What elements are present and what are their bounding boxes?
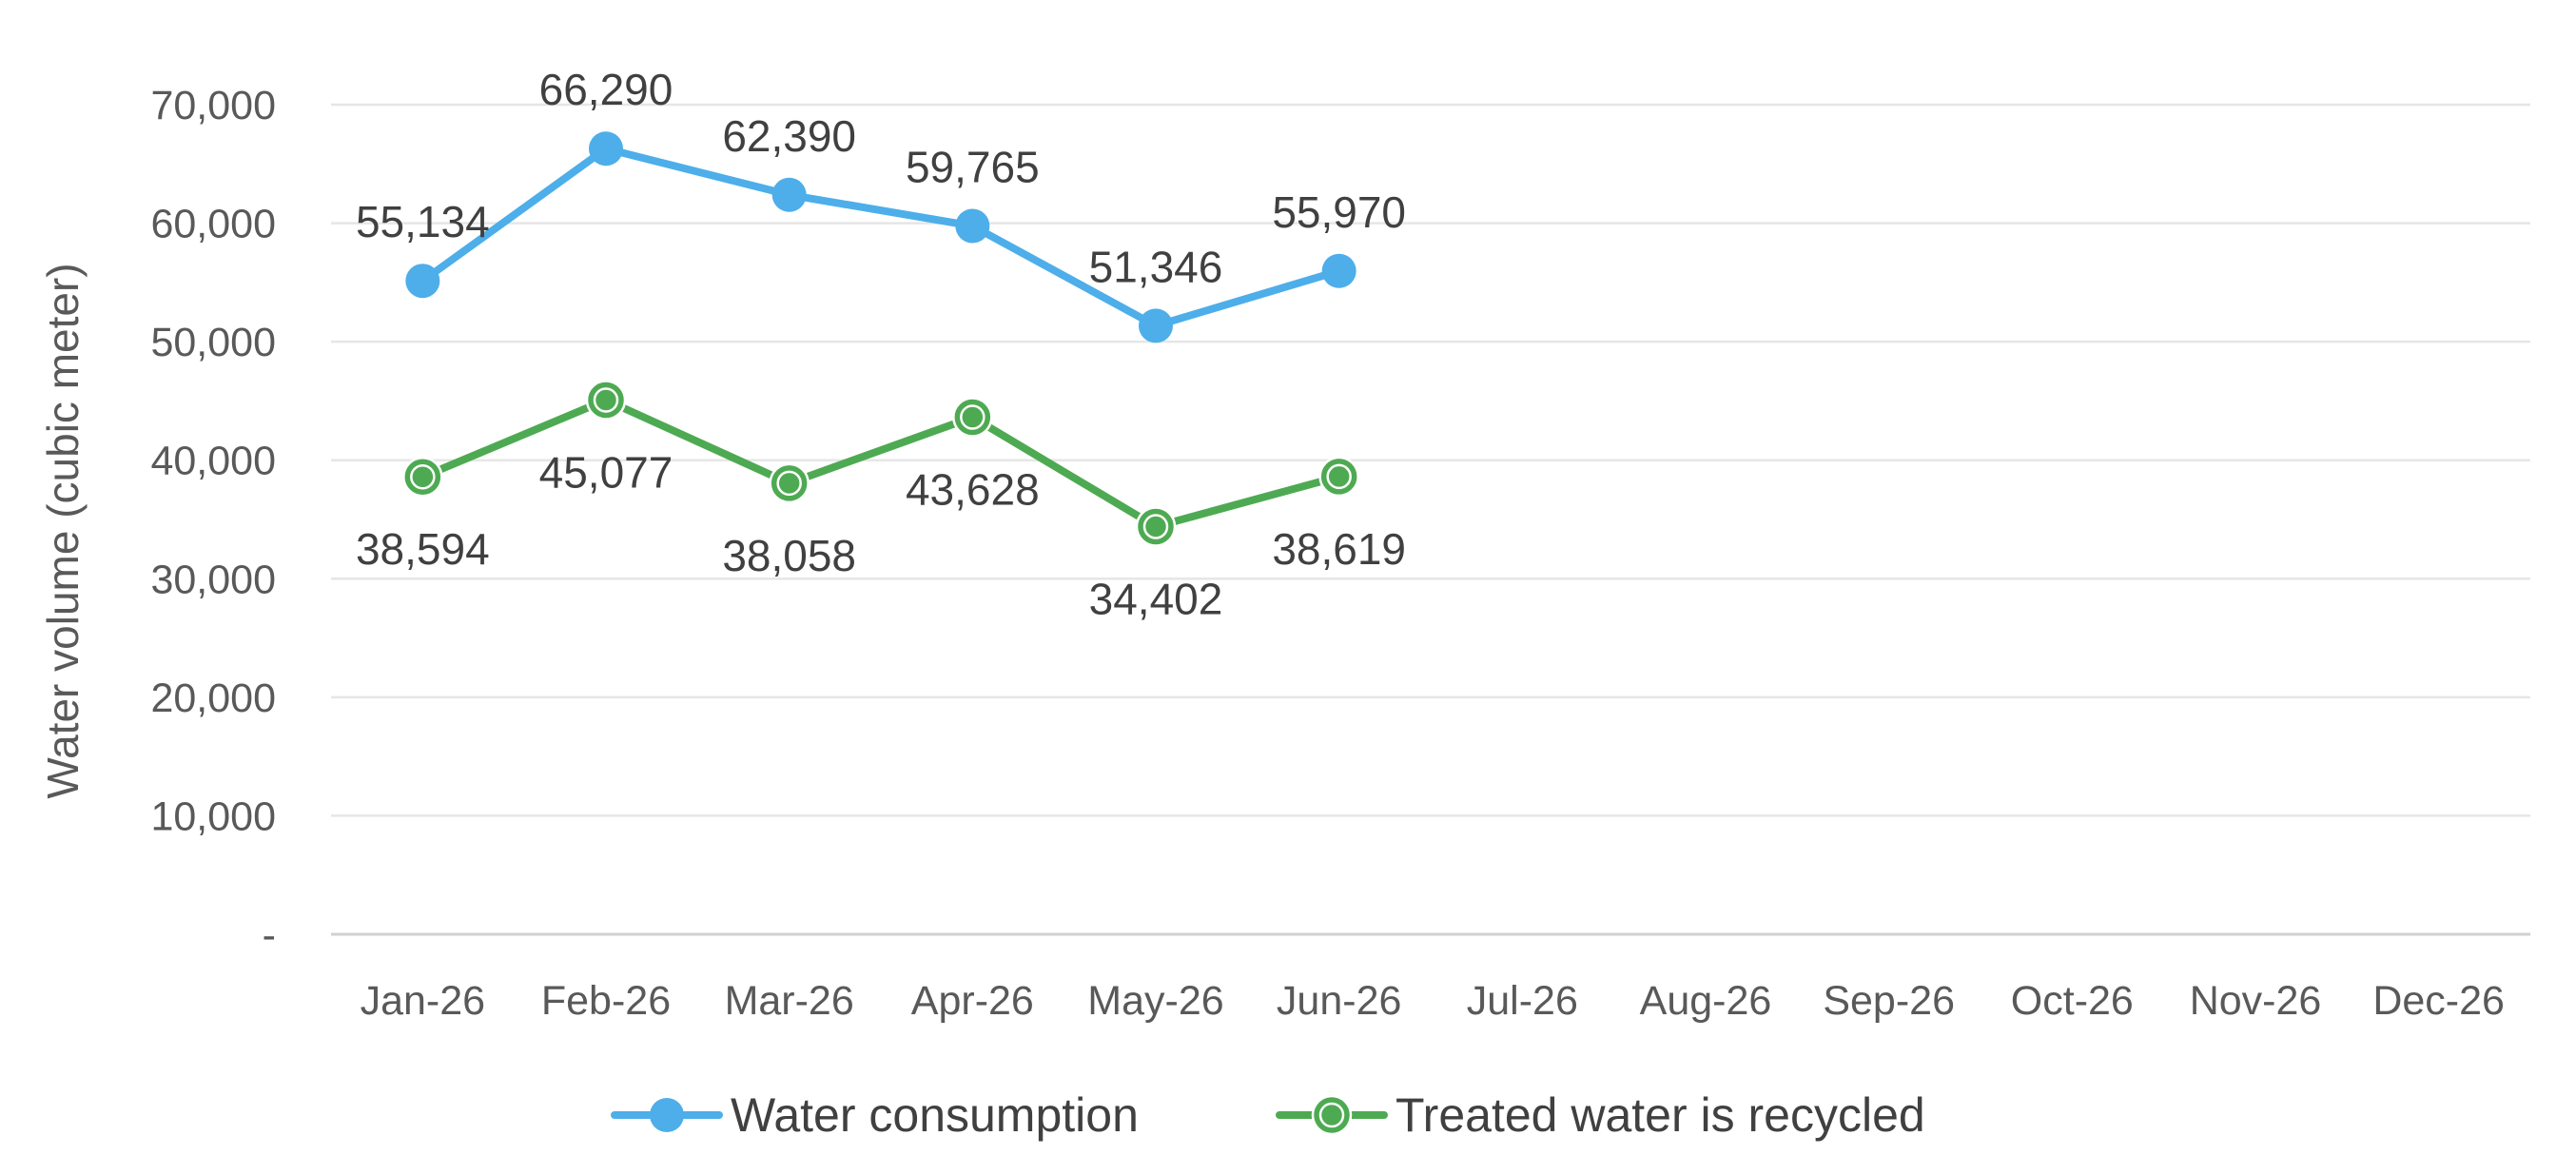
y-tick-label: - [263,912,276,958]
series-line [419,145,1343,330]
data-point-marker-inner [410,463,436,490]
x-tick-label: Jan-26 [361,978,485,1024]
series-lines [402,131,1359,547]
y-tick-label: 30,000 [150,557,276,602]
data-label: 45,077 [539,447,673,497]
data-label: 55,970 [1272,187,1406,237]
x-tick-label: Jul-26 [1467,978,1578,1024]
data-label: 38,058 [722,531,856,580]
data-label: 38,594 [356,524,490,574]
y-tick-label: 70,000 [150,83,276,128]
data-label: 66,290 [539,65,673,114]
data-label: 38,619 [1272,524,1406,574]
legend-marker-inner [1318,1102,1345,1128]
data-point-marker-inner [593,387,619,413]
legend-label: Treated water is recycled [1395,1088,1925,1142]
data-label: 34,402 [1089,574,1223,623]
data-label: 51,346 [1089,242,1223,291]
data-point-marker [405,264,440,299]
data-point-marker-inner [960,404,986,430]
data-point-marker [589,131,623,166]
y-tick-label: 60,000 [150,202,276,247]
y-tick-label: 20,000 [150,676,276,721]
y-tick-label: 10,000 [150,793,276,839]
data-label: 62,390 [722,111,856,161]
gridlines [331,103,2530,936]
data-label: 59,765 [906,142,1040,191]
data-point-marker-inner [1142,514,1169,539]
data-point-marker [771,177,807,212]
data-labels: 55,134 66,290 62,390 59,765 51,346 55,970 38,5… [356,65,1406,623]
data-point-marker [1139,308,1173,343]
x-tick-label: Dec-26 [2372,978,2505,1024]
series-line [419,396,1343,531]
data-point-marker [955,208,990,244]
legend-label: Water consumption [731,1088,1139,1142]
legend: Water consumption Treated water is recycl… [611,1088,1925,1142]
data-label: 55,134 [356,197,490,246]
x-axis-ticks: Jan-26 Feb-26 Mar-26 Apr-26 May-26 Jun-26 Jul-… [361,978,2505,1024]
x-tick-label: Mar-26 [725,978,854,1024]
x-tick-label: Sep-26 [1823,978,1955,1024]
legend-marker [650,1098,684,1132]
data-point-marker-inner [776,470,802,497]
x-tick-label: Oct-26 [2011,978,2134,1024]
x-tick-label: Feb-26 [541,978,671,1024]
y-axis-ticks: - 10,000 20,000 30,000 40,000 50,000 60,000 70,… [150,83,276,958]
data-point-marker-inner [1326,463,1352,490]
data-label: 43,628 [906,465,1040,515]
y-tick-label: 50,000 [150,320,276,365]
x-tick-label: Apr-26 [911,978,1034,1024]
x-tick-label: May-26 [1087,978,1223,1024]
y-axis-title: Water volume (cubic meter) [38,263,88,798]
x-tick-label: Jun-26 [1277,978,1401,1024]
data-point-marker [1321,253,1356,288]
x-tick-label: Nov-26 [2190,978,2322,1024]
y-tick-label: 40,000 [150,439,276,484]
x-tick-label: Aug-26 [1640,978,1772,1024]
